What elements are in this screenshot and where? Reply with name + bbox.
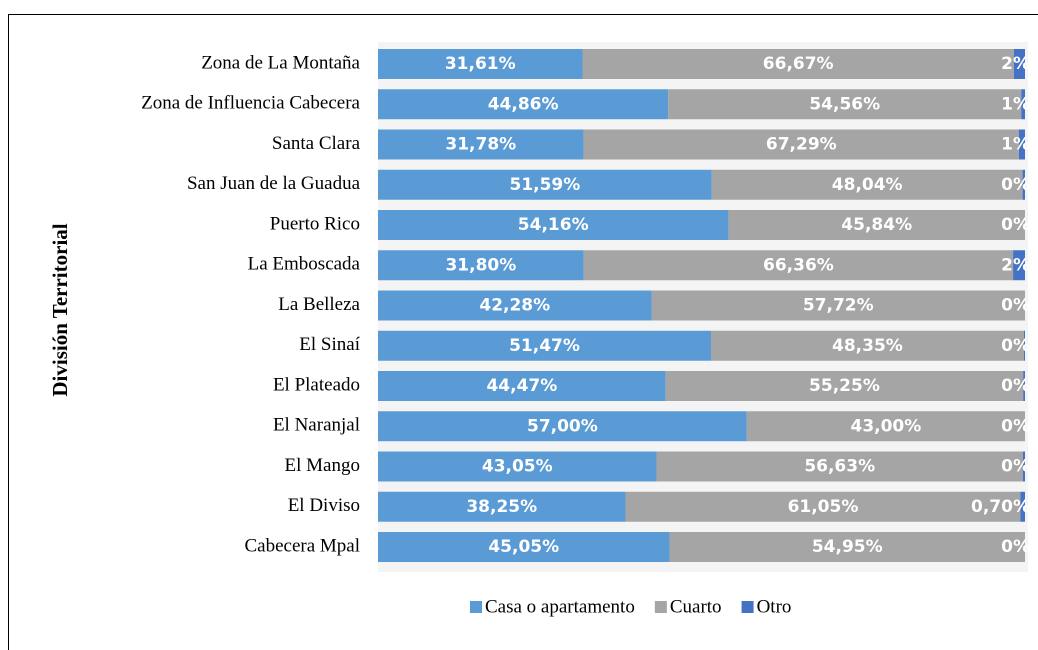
bar-segment bbox=[656, 451, 1023, 482]
y-tick-label: El Naranjal bbox=[273, 415, 360, 436]
data-label: 56,63% bbox=[804, 457, 875, 477]
data-label: 57,72% bbox=[803, 296, 874, 316]
data-label: 66,36% bbox=[763, 255, 834, 275]
bar-segment bbox=[378, 89, 669, 120]
data-label: 0% bbox=[1001, 175, 1030, 195]
bar-segment bbox=[728, 210, 1025, 240]
bar-segment bbox=[665, 371, 1024, 401]
data-label: 2% bbox=[1001, 255, 1030, 275]
data-label: 54,95% bbox=[812, 537, 883, 557]
data-label: 48,04% bbox=[832, 175, 903, 195]
legend-label: Otro bbox=[757, 596, 792, 617]
data-label: 44,86% bbox=[488, 94, 559, 114]
y-tick-label: San Juan de la Guadua bbox=[187, 173, 361, 194]
data-label: 0% bbox=[1001, 416, 1030, 436]
bar-segment bbox=[1013, 49, 1025, 79]
data-label: 38,25% bbox=[466, 497, 537, 517]
data-label: 57,00% bbox=[527, 416, 598, 436]
bar-segment bbox=[1022, 451, 1025, 482]
bar-segment bbox=[378, 290, 652, 321]
y-tick-label: Santa Clara bbox=[272, 133, 361, 154]
bar-segment bbox=[378, 411, 747, 442]
bar-segment bbox=[1023, 371, 1025, 401]
bar-segment bbox=[378, 210, 729, 240]
data-label: 0% bbox=[1001, 336, 1030, 356]
y-tick-label: Zona de Influencia Cabecera bbox=[141, 93, 360, 114]
bar-segment bbox=[378, 371, 666, 401]
bar-segment bbox=[1021, 89, 1025, 120]
data-label: 2% bbox=[1001, 54, 1030, 74]
frame bbox=[8, 14, 1038, 650]
bar-segment bbox=[711, 330, 1024, 361]
data-label: 54,56% bbox=[809, 94, 880, 114]
bar-segment bbox=[668, 89, 1022, 120]
data-label: 1% bbox=[1001, 135, 1030, 155]
y-axis-title: División Territorial bbox=[48, 223, 72, 396]
bar-segment bbox=[378, 169, 712, 200]
data-label: 51,47% bbox=[509, 336, 580, 356]
bar-segment bbox=[1013, 250, 1025, 281]
legend-swatch bbox=[741, 601, 754, 613]
data-label: 48,35% bbox=[832, 336, 903, 356]
data-label: 54,16% bbox=[518, 215, 589, 235]
data-label: 61,05% bbox=[788, 497, 859, 517]
data-label: 1% bbox=[1001, 94, 1030, 114]
y-tick-label: Zona de La Montaña bbox=[201, 52, 360, 73]
y-tick-label: Puerto Rico bbox=[270, 213, 360, 234]
bar-segment bbox=[669, 532, 1025, 562]
data-label: 0% bbox=[1001, 215, 1030, 235]
bar-segment bbox=[378, 49, 583, 79]
bar-segment bbox=[378, 330, 712, 361]
bar-segment bbox=[1020, 491, 1025, 522]
data-label: 44,47% bbox=[486, 376, 557, 396]
bar-segment bbox=[378, 250, 584, 281]
y-tick-label: El Sinaí bbox=[299, 334, 360, 355]
bar-segment bbox=[651, 290, 1025, 321]
y-tick-label: El Mango bbox=[285, 455, 360, 476]
bar-segment bbox=[583, 129, 1019, 160]
bar-segment bbox=[378, 451, 657, 482]
data-label: 51,59% bbox=[509, 175, 580, 195]
bar-segment bbox=[582, 49, 1014, 79]
bar-segment bbox=[378, 491, 626, 522]
data-label: 0% bbox=[1001, 457, 1030, 477]
legend-swatch bbox=[654, 601, 667, 613]
data-label: 55,25% bbox=[809, 376, 880, 396]
data-label: 31,78% bbox=[445, 135, 516, 155]
bar-segment bbox=[378, 532, 670, 562]
data-label: 67,29% bbox=[766, 135, 837, 155]
y-tick-label: El Diviso bbox=[288, 495, 360, 516]
data-label: 0% bbox=[1001, 376, 1030, 396]
data-label: 45,84% bbox=[841, 215, 912, 235]
bar-segment bbox=[583, 250, 1014, 281]
legend-swatch bbox=[470, 601, 482, 613]
bar-segment bbox=[746, 411, 1025, 442]
bar-segment bbox=[1022, 169, 1025, 200]
data-label: 31,80% bbox=[445, 255, 516, 275]
bar-segment bbox=[625, 491, 1021, 522]
y-tick-label: La Emboscada bbox=[248, 254, 361, 275]
data-label: 42,28% bbox=[479, 296, 550, 316]
data-label: 43,00% bbox=[850, 416, 921, 436]
data-label: 31,61% bbox=[445, 54, 516, 74]
data-label: 45,05% bbox=[488, 537, 559, 557]
bar-segment bbox=[378, 129, 584, 160]
data-label: 0% bbox=[1001, 537, 1030, 557]
data-label: 0,70% bbox=[971, 497, 1030, 517]
data-label: 66,67% bbox=[763, 54, 834, 74]
y-tick-label: El Plateado bbox=[273, 374, 360, 395]
y-tick-label: La Belleza bbox=[278, 294, 360, 315]
data-label: 0% bbox=[1001, 296, 1030, 316]
bar-segment bbox=[711, 169, 1023, 200]
bar-segment bbox=[1023, 330, 1025, 361]
bar-segment bbox=[1018, 129, 1025, 160]
legend-label: Cuarto bbox=[670, 596, 722, 617]
data-label: 43,05% bbox=[482, 457, 553, 477]
y-tick-label: Cabecera Mpal bbox=[244, 535, 360, 556]
legend-label: Casa o apartamento bbox=[485, 596, 635, 617]
